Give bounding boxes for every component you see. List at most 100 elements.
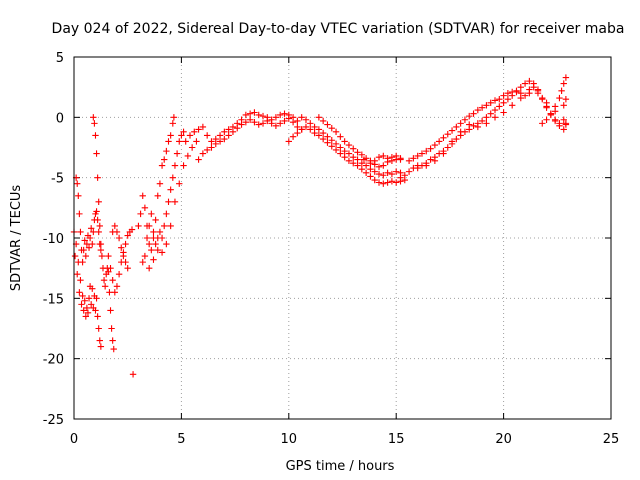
data-point <box>483 102 490 109</box>
data-point <box>259 120 267 127</box>
data-point <box>170 114 178 121</box>
data-point <box>98 252 106 260</box>
data-point <box>298 114 305 121</box>
data-point <box>302 123 310 131</box>
data-point <box>560 126 567 133</box>
y-tick-label: -25 <box>43 413 64 428</box>
data-point <box>457 120 464 127</box>
data-point <box>521 92 529 99</box>
data-point <box>80 307 87 314</box>
data-point <box>483 120 490 127</box>
data-point <box>328 143 335 150</box>
data-point <box>427 145 434 152</box>
data-point <box>388 170 396 178</box>
data-point <box>558 87 565 94</box>
data-point <box>560 116 567 123</box>
data-point <box>350 159 357 167</box>
data-point <box>298 126 305 133</box>
x-tick-label: 0 <box>70 432 78 447</box>
data-point <box>89 285 96 292</box>
data-point <box>341 147 348 155</box>
data-point <box>324 121 331 128</box>
data-point <box>360 156 368 163</box>
data-point <box>324 133 331 140</box>
data-point <box>156 228 164 236</box>
data-point <box>152 216 159 224</box>
data-point <box>508 88 516 96</box>
data-point <box>526 77 533 85</box>
data-point <box>87 301 95 308</box>
data-point <box>203 146 211 154</box>
data-point <box>371 176 378 184</box>
data-point <box>367 166 374 173</box>
data-point <box>74 180 81 187</box>
data-point <box>272 122 280 129</box>
data-point <box>78 301 85 308</box>
data-point <box>504 90 512 97</box>
data-point <box>281 117 288 125</box>
data-point <box>491 106 499 114</box>
data-point <box>307 120 314 127</box>
data-point <box>79 292 86 300</box>
data-point <box>337 144 344 151</box>
data-point <box>496 103 503 110</box>
data-point <box>229 128 237 136</box>
data-point <box>393 179 400 186</box>
data-point <box>478 104 486 111</box>
data-point <box>143 234 151 242</box>
data-point <box>76 289 83 296</box>
data-point <box>350 145 357 152</box>
data-point <box>397 156 404 163</box>
data-point <box>504 96 512 103</box>
data-point <box>154 246 161 254</box>
data-point <box>108 325 115 332</box>
data-point <box>171 198 179 205</box>
data-point <box>319 129 327 137</box>
data-point <box>255 121 262 128</box>
data-point <box>109 277 116 284</box>
data-point <box>500 99 507 107</box>
data-point <box>508 102 516 109</box>
data-point <box>483 114 490 121</box>
y-tick-label: 5 <box>56 51 64 66</box>
data-point <box>341 153 348 161</box>
data-point <box>251 109 258 116</box>
x-tick-labels: 0 5 10 15 20 25 <box>70 432 619 447</box>
data-point <box>74 271 81 278</box>
data-point <box>95 198 102 205</box>
data-point <box>551 103 559 110</box>
data-point <box>111 222 119 230</box>
data-point <box>122 258 129 266</box>
data-point <box>90 114 97 121</box>
data-point <box>182 138 189 145</box>
data-point <box>100 277 108 284</box>
data-point <box>81 237 88 244</box>
data-point <box>90 228 97 236</box>
y-axis-label: SDTVAR / TECUs <box>9 185 24 292</box>
data-point <box>358 159 366 167</box>
data-point <box>188 144 196 151</box>
data-point <box>362 162 370 169</box>
data-point <box>176 180 183 187</box>
data-point <box>110 345 117 353</box>
data-point <box>158 162 166 169</box>
data-point <box>289 133 297 140</box>
data-point <box>96 222 103 230</box>
data-point <box>161 222 168 230</box>
data-point <box>216 132 224 139</box>
data-point <box>294 123 301 131</box>
data-point <box>107 307 114 314</box>
data-point <box>470 110 477 117</box>
data-point <box>414 152 421 160</box>
data-point <box>94 313 101 320</box>
chart-title: Day 024 of 2022, Sidereal Day-to-day VTE… <box>52 21 625 37</box>
y-tick-label: -20 <box>43 353 64 368</box>
data-point <box>94 216 101 224</box>
data-point <box>165 198 172 205</box>
data-point <box>158 234 166 242</box>
data-point <box>328 137 335 144</box>
data-point <box>405 157 413 164</box>
data-point <box>285 115 292 122</box>
data-point <box>234 124 241 132</box>
data-point <box>221 135 228 143</box>
